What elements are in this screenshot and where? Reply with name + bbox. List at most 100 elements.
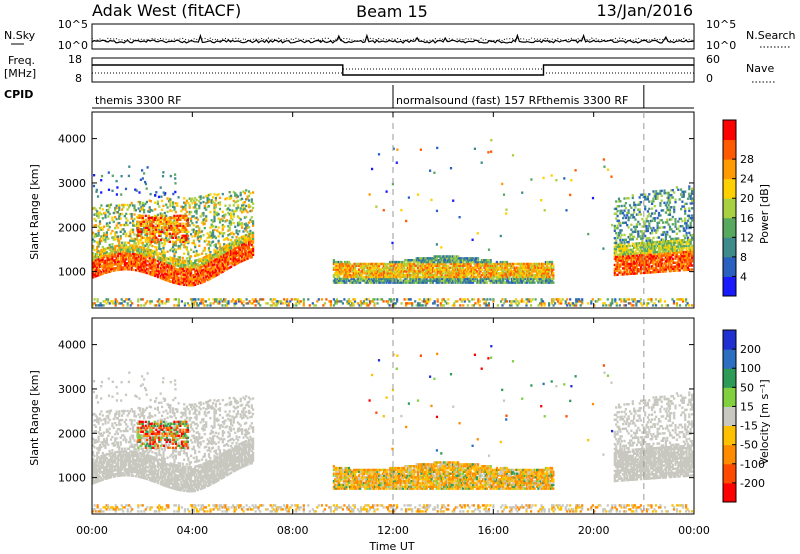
power-cell	[235, 244, 238, 247]
power-cell	[646, 215, 649, 218]
power-cell	[174, 236, 177, 239]
power-cell	[206, 278, 209, 282]
power-cell	[155, 253, 158, 256]
power-cell	[116, 262, 119, 266]
power-cell	[484, 259, 487, 262]
power-cell	[185, 279, 188, 283]
power-cell	[238, 247, 241, 250]
power-cell	[375, 273, 378, 277]
power-cell	[191, 266, 194, 269]
power-cell	[386, 272, 389, 275]
power-cell	[170, 270, 173, 274]
power-cell	[216, 211, 219, 214]
power-cell	[159, 234, 162, 238]
power-cell	[186, 224, 189, 227]
power-cell	[194, 283, 197, 286]
power-cell	[653, 253, 656, 256]
power-cell	[224, 237, 227, 241]
power-cell	[121, 256, 124, 259]
power-cell	[449, 272, 452, 275]
power-cell	[474, 277, 477, 281]
power-cell	[642, 263, 645, 267]
power-cell	[433, 279, 436, 282]
power-cell	[497, 277, 500, 281]
power-cell	[230, 251, 233, 254]
power-cell	[96, 210, 99, 213]
power-cell	[438, 272, 441, 275]
power-cell	[638, 223, 641, 226]
power-cell	[644, 261, 647, 264]
power-cell	[649, 245, 652, 248]
power-cell	[245, 222, 248, 225]
power-cell	[524, 262, 527, 266]
power-cell	[220, 257, 223, 260]
power-cell	[472, 260, 475, 264]
power-cell	[127, 268, 131, 271]
power-cell	[443, 277, 446, 281]
power-cell	[154, 270, 157, 274]
power-cell	[626, 246, 629, 250]
power-cell	[494, 268, 497, 271]
power-cell	[646, 269, 649, 272]
power-cell	[132, 252, 135, 255]
power-cell	[542, 266, 545, 269]
power-cell	[127, 206, 131, 209]
power-cell	[644, 198, 647, 201]
power-cell	[664, 256, 667, 259]
power-cell	[242, 201, 245, 204]
power-cell	[162, 191, 165, 194]
power-cell	[242, 245, 245, 248]
nsky-trace	[91, 33, 695, 44]
power-cell	[112, 220, 115, 223]
power-cell	[107, 254, 110, 258]
power-cell	[181, 267, 184, 270]
power-cell	[493, 273, 496, 277]
power-cell	[465, 277, 468, 281]
power-cell	[517, 279, 520, 282]
power-cell	[180, 271, 183, 274]
power-cell	[522, 277, 525, 281]
power-cell	[468, 270, 471, 273]
power-cell	[637, 213, 640, 216]
power-cell	[147, 216, 150, 220]
power-cell	[485, 264, 488, 267]
power-cell	[195, 267, 198, 270]
power-cell	[235, 242, 238, 245]
power-cell	[119, 212, 122, 216]
power-cell	[140, 214, 143, 218]
power-cell	[224, 248, 227, 252]
power-cell	[378, 275, 381, 279]
power-cell	[249, 232, 252, 235]
power-cell	[361, 264, 364, 267]
power-cell	[436, 272, 440, 275]
power-cell	[132, 264, 135, 267]
power-cell	[336, 275, 339, 279]
power-cell	[141, 216, 144, 220]
power-cell	[174, 240, 177, 243]
power-cell	[186, 230, 189, 233]
power-cell	[139, 178, 142, 181]
power-cell	[505, 268, 509, 271]
power-cell	[156, 216, 159, 220]
power-cell	[372, 264, 376, 267]
power-cell	[448, 260, 451, 264]
power-cell	[630, 228, 633, 231]
power-cell	[500, 272, 504, 275]
power-cell	[169, 256, 172, 259]
power-cell	[184, 246, 187, 249]
power-cell	[335, 270, 338, 273]
power-cell	[628, 264, 632, 268]
power-cell	[492, 264, 495, 267]
power-cell	[125, 232, 128, 235]
power-cell	[635, 252, 638, 255]
power-cell	[246, 251, 249, 254]
power-cell	[243, 252, 246, 255]
power-cell	[523, 272, 526, 275]
power-cell	[133, 239, 136, 243]
power-cell	[220, 269, 223, 272]
power-cell	[505, 279, 509, 282]
power-cell	[101, 258, 104, 261]
power-cell	[504, 281, 507, 284]
power-cell	[633, 258, 636, 261]
power-cell	[645, 249, 648, 252]
